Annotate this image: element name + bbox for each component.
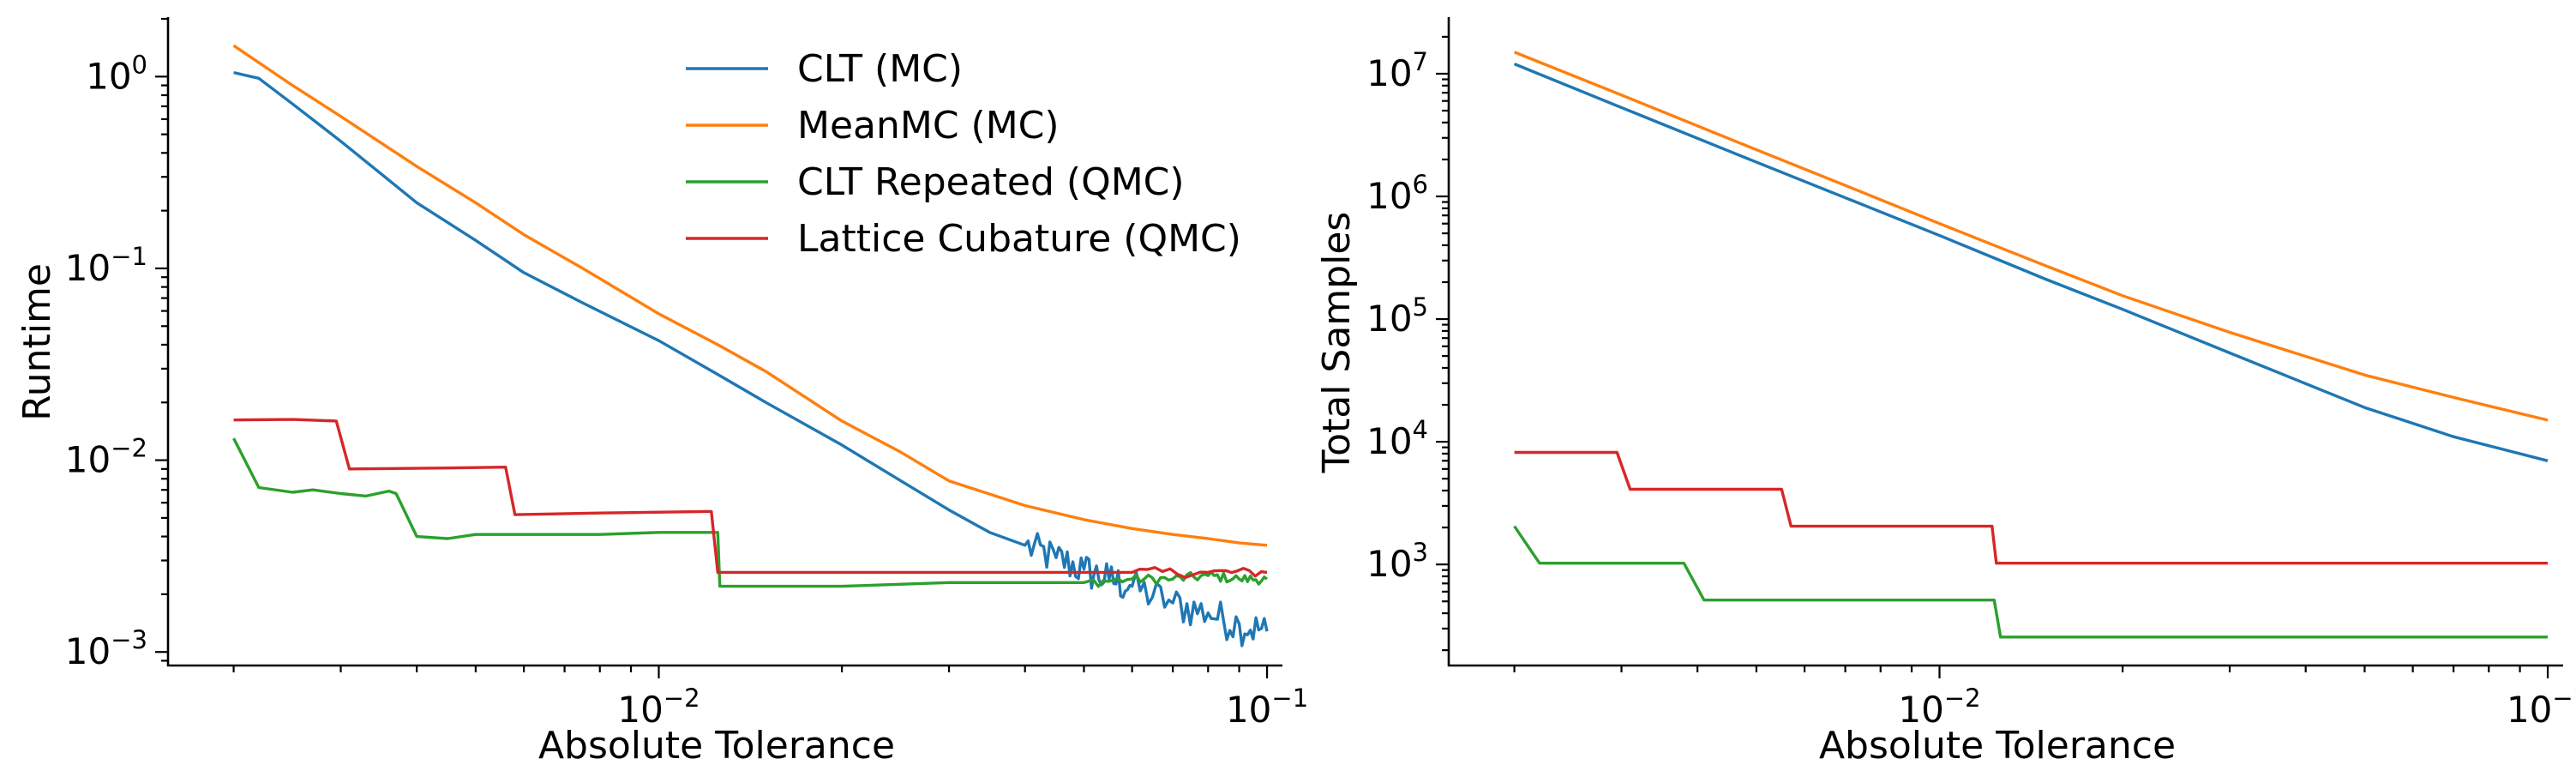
x-tick-label: 10−2 [1898, 684, 1980, 731]
y-tick-label: 10−3 [65, 625, 147, 672]
y-tick-label: 10−2 [65, 434, 147, 481]
series-line-clt-repeated-qmc [232, 437, 1269, 588]
series-line-clt-repeated-qmc [1513, 525, 2548, 639]
legend-label: CLT Repeated (QMC) [797, 160, 1185, 204]
y-tick-label: 103 [1366, 538, 1428, 585]
x-tick-label: 10−2 [617, 684, 700, 731]
x-tick-label: 10−1 [1226, 684, 1308, 731]
y-axis-title: Total Samples [1315, 212, 1359, 474]
y-tick-label: 104 [1366, 415, 1428, 462]
legend-label: MeanMC (MC) [797, 104, 1060, 148]
series-line-clt-mc [1513, 63, 2549, 462]
legend-label: Lattice Cubature (QMC) [797, 217, 1241, 261]
chart-total-samples: 10−2 10−1 103 104 105 106 107 Absolute Toleranc… [1315, 17, 2576, 768]
series-line-lattice-cubature-qmc [1514, 450, 2548, 565]
legend: CLT (MC) MeanMC (MC) CLT Repeated (QMC) Lat… [686, 47, 1241, 261]
y-tick-label: 107 [1366, 47, 1428, 94]
x-axis-title: Absolute Tolerance [538, 724, 895, 768]
y-axis-title: Runtime [15, 263, 59, 421]
series-line-lattice-cubature-qmc [233, 418, 1268, 580]
chart-runtime: 10−2 10−1 10−3 10−2 10−1 100 Absolute Toleranc… [15, 17, 1308, 768]
y-tick-label: 106 [1366, 170, 1428, 217]
y-tick-label: 100 [86, 50, 147, 97]
x-tick-label: 10−1 [2507, 684, 2576, 731]
series-line-meanmc-mc [232, 44, 1268, 547]
series-line-meanmc-mc [1513, 51, 2549, 422]
series-line-clt-mc [233, 70, 1269, 647]
legend-label: CLT (MC) [797, 47, 963, 91]
x-axis-title: Absolute Tolerance [1819, 724, 2176, 768]
y-tick-label: 105 [1366, 292, 1428, 340]
y-tick-label: 10−1 [65, 242, 147, 289]
